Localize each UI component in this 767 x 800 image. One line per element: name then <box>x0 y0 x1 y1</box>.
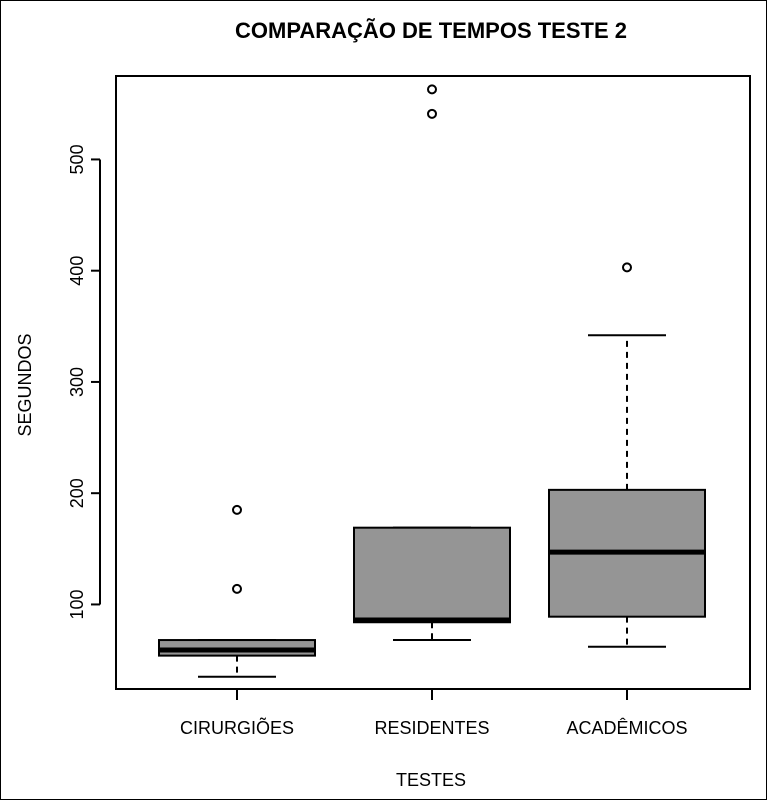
x-tick-label: CIRURGIÕES <box>180 717 294 738</box>
chart-title: COMPARAÇÃO DE TEMPOS TESTE 2 <box>235 18 627 43</box>
plot-area <box>115 75 751 690</box>
x-axis-label: TESTES <box>396 770 466 790</box>
x-axis: CIRURGIÕES RESIDENTES ACADÊMICOS <box>180 689 688 738</box>
box-group <box>548 262 706 648</box>
outlier-point <box>427 84 437 95</box>
y-tick-label: 300 <box>67 367 87 397</box>
outlier-point <box>622 262 632 273</box>
y-axis: 100 200 300 400 500 <box>67 144 101 619</box>
x-tick-label: ACADÊMICOS <box>566 718 687 738</box>
box-group <box>353 84 511 642</box>
y-tick-label: 200 <box>67 478 87 508</box>
y-axis-label: SEGUNDOS <box>15 333 35 436</box>
y-tick-label: 500 <box>67 144 87 174</box>
y-tick-label: 400 <box>67 256 87 286</box>
y-tick-label: 100 <box>67 589 87 619</box>
outlier-point <box>427 108 437 119</box>
outlier-point <box>232 583 242 594</box>
x-tick-label: RESIDENTES <box>374 718 489 738</box>
box-iqr <box>353 526 511 624</box>
box-group <box>158 504 316 678</box>
outlier-point <box>232 504 242 515</box>
